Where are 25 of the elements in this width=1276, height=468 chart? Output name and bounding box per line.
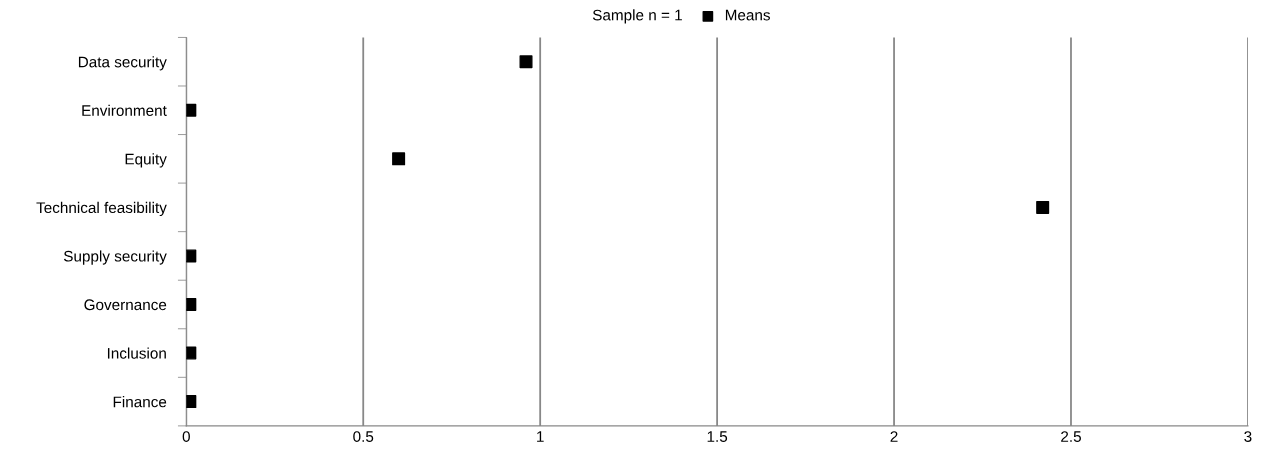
y-tick-label: Equity: [125, 153, 167, 168]
x-tick-label: 2.5: [1061, 431, 1081, 442]
y-tick-label: Inclusion: [107, 347, 166, 359]
x-tick-label: 1: [537, 431, 544, 442]
point: [392, 152, 406, 166]
point: [186, 103, 197, 117]
y-tick-label: Governance: [84, 299, 167, 311]
x-tick-label: 2: [890, 431, 898, 442]
x-tick-label: 3: [1244, 431, 1252, 442]
y-tick-label: Finance: [113, 396, 167, 408]
point: [186, 249, 197, 263]
point: [186, 346, 197, 360]
chart-title: Sample n = 1: [592, 9, 682, 24]
y-tick-label: Environment: [82, 104, 167, 116]
point: [1036, 200, 1050, 214]
point: [186, 297, 197, 311]
point: [186, 395, 197, 409]
y-tick-label: Supply security: [63, 250, 167, 265]
x-tick-label: 0: [182, 431, 190, 442]
legend-label: Means: [725, 9, 770, 21]
x-tick-label: 1.5: [707, 431, 728, 442]
y-tick-label: Data security: [78, 56, 167, 71]
x-tick-label: 0.5: [353, 431, 374, 442]
y-tick-label: Technical feasibility: [36, 201, 167, 217]
point: [519, 55, 533, 69]
